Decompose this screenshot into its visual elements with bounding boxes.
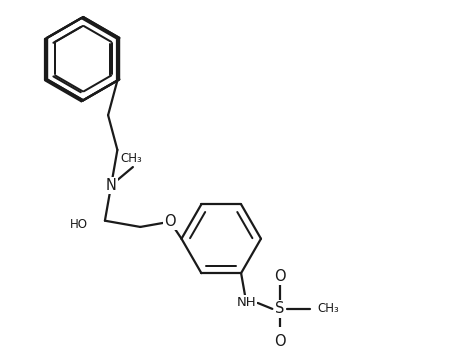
Text: O: O <box>164 214 176 229</box>
Text: CH₃: CH₃ <box>120 152 142 165</box>
Text: O: O <box>273 269 285 284</box>
Text: N: N <box>106 178 116 193</box>
Text: O: O <box>273 334 285 346</box>
Text: S: S <box>275 301 284 316</box>
Text: NH: NH <box>236 297 256 309</box>
Text: HO: HO <box>70 218 88 231</box>
Text: CH₃: CH₃ <box>317 302 339 315</box>
